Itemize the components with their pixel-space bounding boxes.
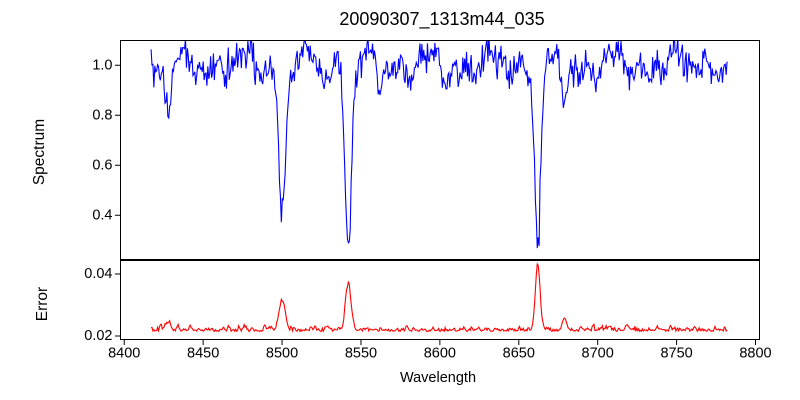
svg-text:20090307_1313m44_035: 20090307_1313m44_035 — [339, 9, 544, 30]
svg-text:8700: 8700 — [582, 346, 614, 362]
svg-text:8750: 8750 — [660, 346, 692, 362]
svg-text:0.8: 0.8 — [92, 107, 112, 123]
svg-text:0.04: 0.04 — [84, 266, 112, 282]
svg-text:8450: 8450 — [187, 346, 219, 362]
svg-text:0.02: 0.02 — [84, 328, 112, 344]
svg-text:0.4: 0.4 — [92, 207, 112, 223]
svg-text:Spectrum: Spectrum — [31, 119, 48, 185]
svg-text:8600: 8600 — [424, 346, 456, 362]
svg-text:8400: 8400 — [108, 346, 140, 362]
svg-text:8800: 8800 — [739, 346, 771, 362]
svg-text:Wavelength: Wavelength — [400, 370, 476, 386]
svg-text:8500: 8500 — [266, 346, 298, 362]
svg-text:1.0: 1.0 — [92, 57, 112, 73]
svg-text:Error: Error — [34, 287, 51, 321]
svg-text:8550: 8550 — [345, 346, 377, 362]
svg-text:8650: 8650 — [503, 346, 535, 362]
svg-text:0.6: 0.6 — [92, 157, 112, 173]
